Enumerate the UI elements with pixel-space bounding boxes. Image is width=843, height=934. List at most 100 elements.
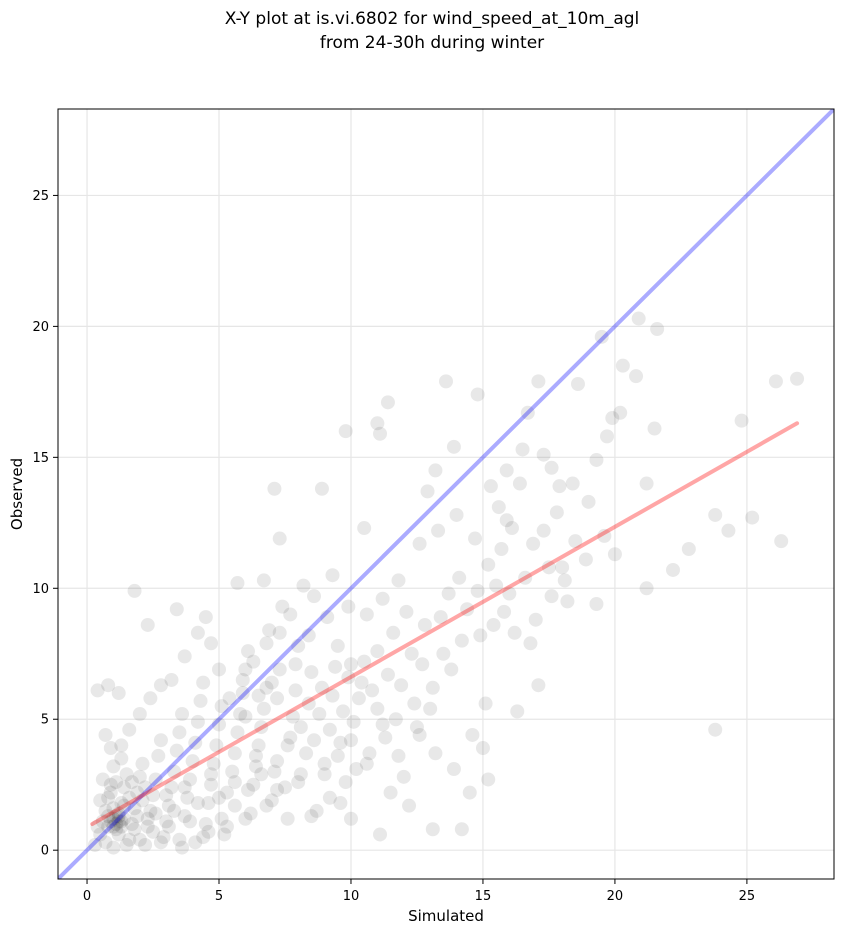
y-axis-label: Observed [8,458,26,530]
data-point-282 [153,835,168,850]
data-point-224 [291,638,306,653]
data-point-329 [597,528,612,543]
data-point-60 [560,594,575,609]
data-point-20 [439,374,453,389]
data-point-120 [444,662,459,677]
data-point-326 [491,500,506,515]
chart-title-line-2: from 24-30h during winter [320,33,544,53]
data-point-247 [417,617,432,632]
data-point-64 [549,505,564,520]
data-point-220 [277,780,292,795]
data-point-22 [446,439,461,454]
data-point-231 [314,680,329,695]
data-point-193 [204,777,219,792]
data-point-315 [106,819,121,834]
data-point-303 [330,748,345,763]
data-point-150 [87,837,102,852]
y-tick-label-4: 20 [32,320,49,335]
data-point-178 [164,780,179,795]
data-point-317 [101,819,116,834]
data-point-102 [449,507,464,522]
data-point-110 [391,573,406,588]
data-point-143 [254,767,269,782]
data-point-155 [103,777,118,792]
data-point-233 [322,722,337,737]
data-point-203 [233,707,248,721]
y-tick-label-5: 25 [32,189,49,204]
data-point-52 [531,678,546,693]
data-point-269 [114,814,129,829]
data-point-66 [526,536,541,551]
data-point-98 [114,738,129,753]
data-point-319 [109,809,124,824]
data-point-180 [169,743,184,758]
data-point-196 [212,717,227,732]
data-point-161 [119,767,134,782]
data-point-264 [101,809,116,824]
data-point-226 [299,746,314,761]
data-point-130 [465,727,480,742]
data-point-289 [190,796,205,811]
data-point-179 [167,764,182,779]
data-point-291 [204,767,219,782]
data-point-225 [293,767,308,782]
data-point-152 [95,814,110,829]
data-point-25 [531,374,546,389]
data-point-137 [396,769,411,784]
data-point-112 [359,607,374,622]
data-point-276 [132,832,147,847]
data-point-309 [423,701,438,716]
data-point-145 [227,798,242,813]
data-point-131 [475,741,490,756]
y-tick-label-2: 10 [32,582,49,597]
data-point-165 [130,785,145,800]
data-point-53 [510,704,525,719]
data-point-236 [333,735,348,750]
data-point-103 [468,531,483,546]
data-point-296 [248,748,263,763]
data-point-294 [227,775,242,790]
data-point-132 [481,772,496,787]
data-point-163 [124,817,139,831]
data-point-281 [148,806,163,821]
data-point-54 [478,696,493,711]
data-point-118 [251,688,266,703]
x-axis-ticks: 0 5 10 15 20 25 [83,879,755,904]
x-tick-label-5: 25 [739,889,756,904]
data-point-154 [101,790,116,805]
data-point-1 [101,678,116,693]
data-point-135 [428,746,443,761]
data-point-144 [241,782,256,797]
data-point-87 [235,672,250,687]
y-axis-ticks: 0 5 10 15 20 25 [32,189,58,859]
data-point-272 [122,790,137,805]
data-point-4 [103,741,118,756]
data-point-37 [647,421,662,436]
data-point-6 [127,583,142,598]
data-point-57 [373,827,388,842]
data-point-288 [182,814,197,829]
data-point-201 [227,746,242,761]
data-point-279 [140,811,155,826]
data-point-58 [343,811,358,826]
data-point-15 [338,424,353,439]
data-point-280 [146,824,161,839]
data-point-327 [499,513,514,528]
data-point-16 [357,521,372,536]
chart-title-line-1: X-Y plot at is.vi.6802 for wind_speed_at… [225,9,640,29]
data-point-323 [565,476,580,491]
data-point-168 [138,837,153,852]
data-point-127 [338,775,353,790]
data-point-95 [143,691,158,706]
data-point-253 [486,617,501,632]
x-tick-label-4: 20 [607,889,624,904]
data-point-305 [359,756,374,771]
data-point-116 [288,657,303,672]
data-point-159 [114,796,129,811]
data-point-170 [143,803,158,818]
data-point-7 [140,617,155,632]
data-point-86 [246,654,261,669]
data-point-119 [238,709,253,724]
data-point-254 [497,604,512,619]
data-point-55 [454,822,469,837]
